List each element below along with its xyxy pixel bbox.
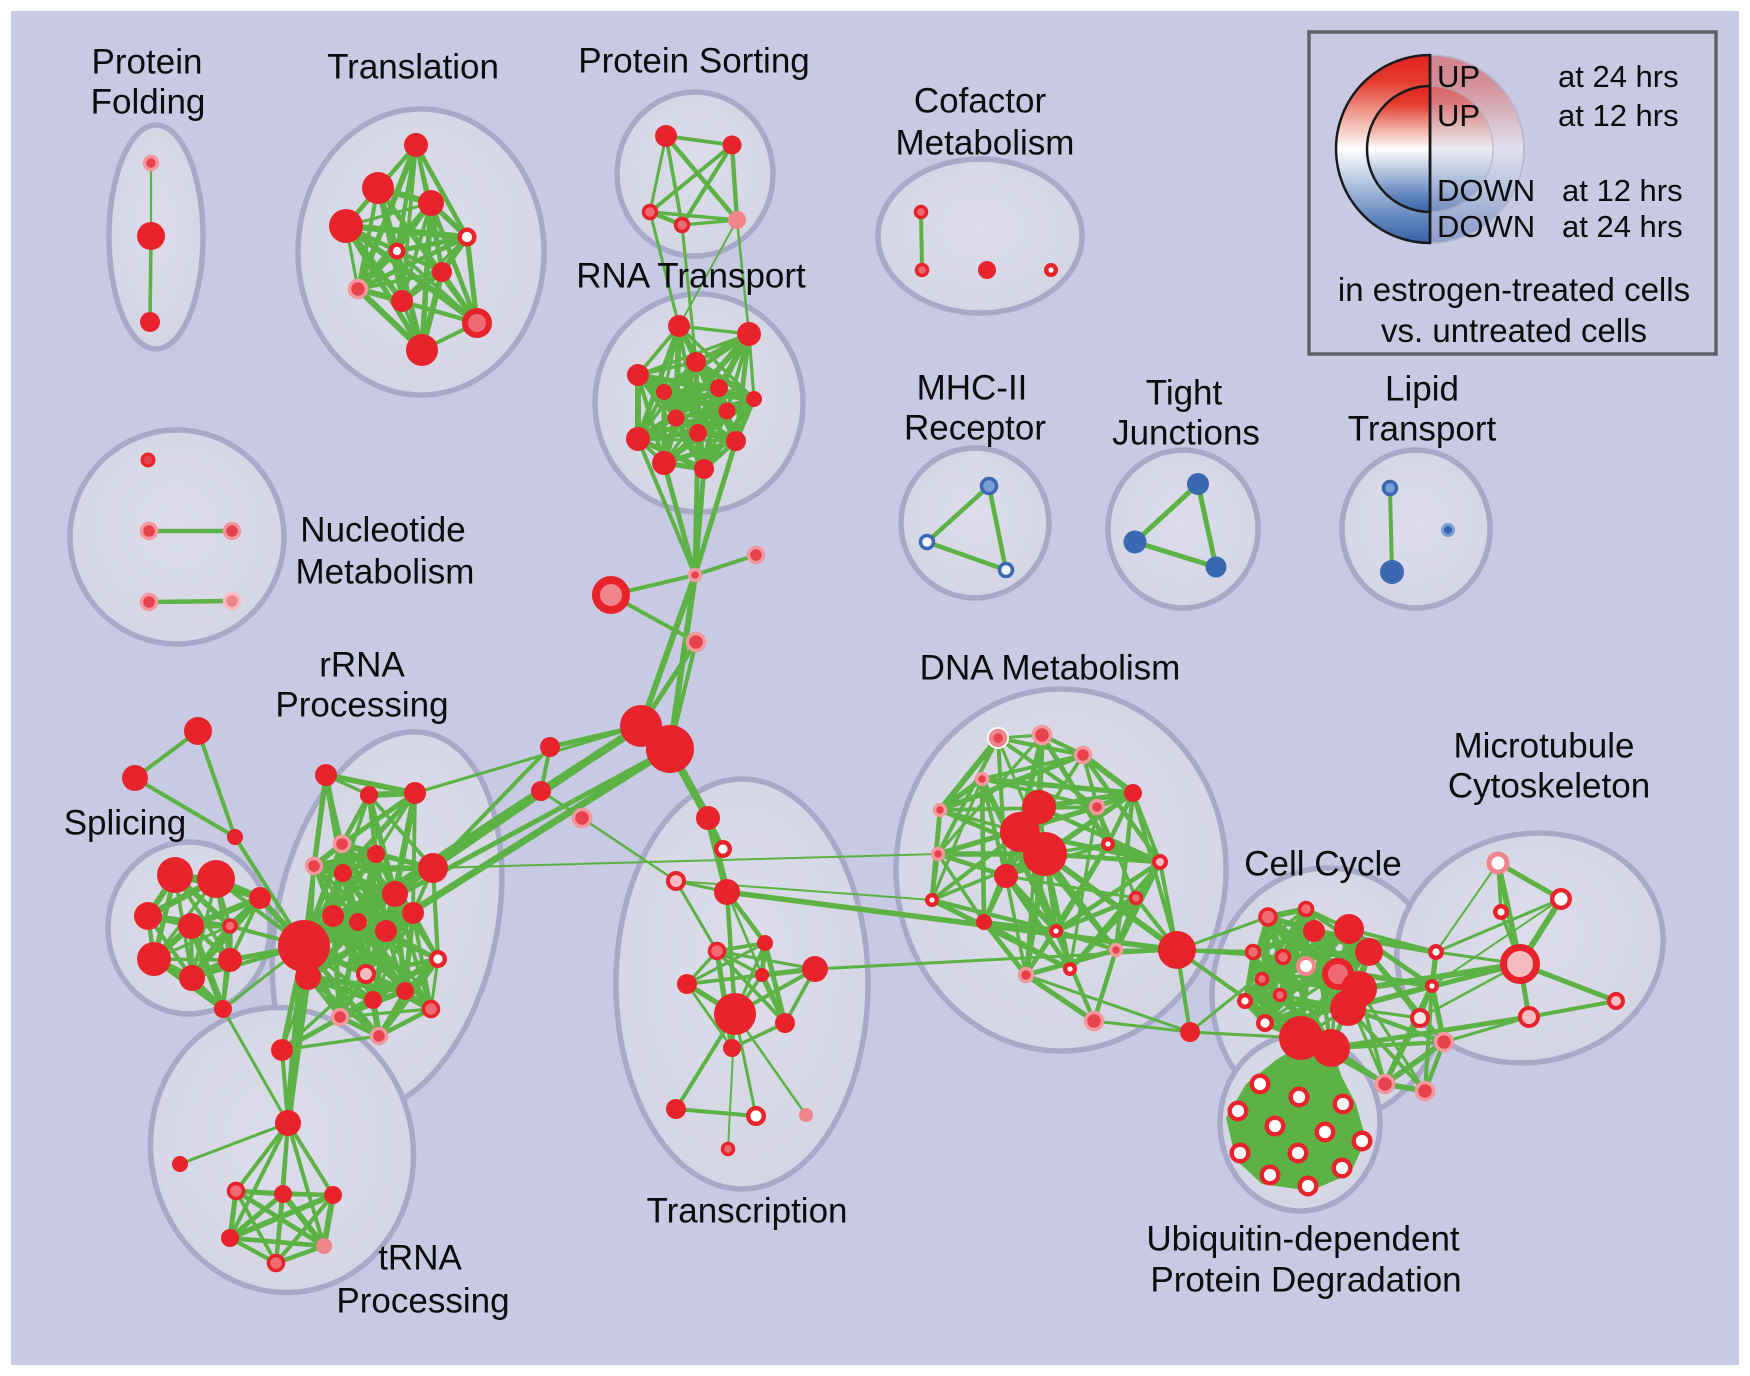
svg-text:Transcription: Transcription: [647, 1191, 848, 1230]
svg-text:at 12 hrs: at 12 hrs: [1562, 173, 1683, 208]
svg-text:vs. untreated cells: vs. untreated cells: [1381, 312, 1647, 349]
svg-text:DNA Metabolism: DNA Metabolism: [920, 648, 1181, 687]
svg-text:Transport: Transport: [1348, 409, 1497, 448]
svg-text:Protein Degradation: Protein Degradation: [1150, 1260, 1461, 1299]
svg-text:Processing: Processing: [275, 685, 448, 724]
svg-text:UP: UP: [1437, 59, 1480, 94]
svg-text:Microtubule: Microtubule: [1454, 726, 1635, 765]
svg-text:at 24 hrs: at 24 hrs: [1558, 59, 1679, 94]
svg-text:Metabolism: Metabolism: [896, 123, 1075, 162]
svg-text:rRNA: rRNA: [319, 645, 405, 684]
svg-text:Tight: Tight: [1146, 373, 1223, 412]
svg-text:Metabolism: Metabolism: [296, 552, 475, 591]
svg-text:UP: UP: [1437, 98, 1480, 133]
svg-text:Processing: Processing: [336, 1281, 509, 1320]
svg-text:Cell Cycle: Cell Cycle: [1244, 844, 1402, 883]
svg-text:tRNA: tRNA: [378, 1238, 462, 1277]
svg-text:Folding: Folding: [91, 82, 206, 121]
svg-text:RNA Transport: RNA Transport: [576, 256, 806, 295]
svg-text:at 24 hrs: at 24 hrs: [1562, 209, 1683, 244]
svg-text:Nucleotide: Nucleotide: [300, 510, 465, 549]
svg-text:DOWN: DOWN: [1437, 209, 1535, 244]
svg-text:Ubiquitin-dependent: Ubiquitin-dependent: [1146, 1219, 1460, 1258]
svg-text:MHC-II: MHC-II: [917, 368, 1028, 407]
svg-text:at 12 hrs: at 12 hrs: [1558, 98, 1679, 133]
svg-text:Receptor: Receptor: [904, 408, 1046, 447]
svg-text:Cytoskeleton: Cytoskeleton: [1448, 766, 1650, 805]
svg-text:Protein Sorting: Protein Sorting: [578, 41, 810, 80]
svg-text:Protein: Protein: [92, 42, 203, 81]
svg-text:Junctions: Junctions: [1112, 413, 1260, 452]
svg-text:DOWN: DOWN: [1437, 173, 1535, 208]
svg-text:Cofactor: Cofactor: [914, 81, 1047, 120]
svg-text:in estrogen-treated cells: in estrogen-treated cells: [1338, 271, 1690, 308]
svg-text:Translation: Translation: [327, 47, 499, 86]
svg-text:Splicing: Splicing: [64, 803, 187, 842]
svg-text:Lipid: Lipid: [1385, 369, 1459, 408]
